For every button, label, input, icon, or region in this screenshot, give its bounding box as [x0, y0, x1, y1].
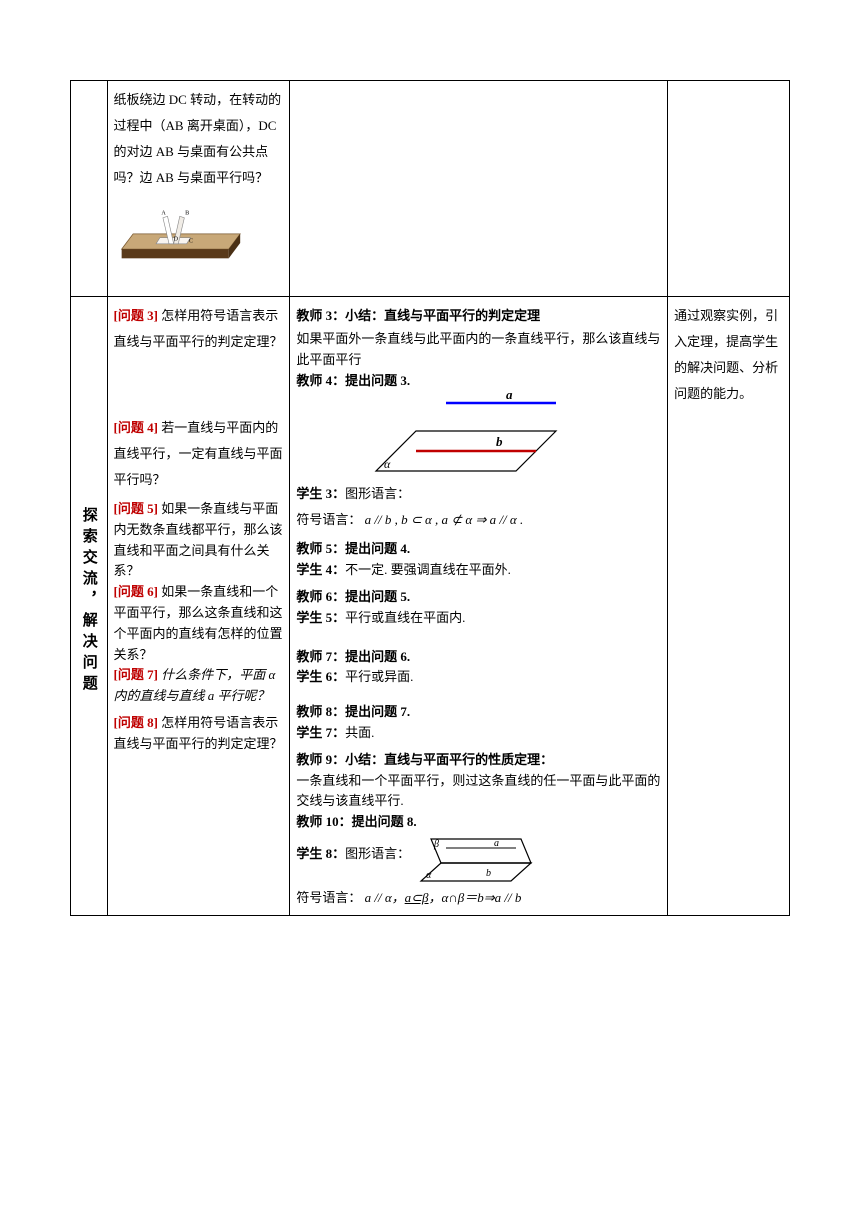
row2-mid-cell: 教师 3：小结：直线与平面平行的判定定理 如果平面外一条直线与此平面内的一条直线…	[290, 297, 668, 916]
q5: [问题 5] 如果一条直线与平面内无数条直线都平行，那么该直线和平面之间具有什么…	[114, 499, 284, 582]
teacher3: 教师 3：小结：直线与平面平行的判定定理	[296, 303, 661, 329]
s8-sym-label: 符号语言：	[296, 890, 361, 905]
diag1-alpha-label: α	[384, 457, 391, 471]
s4-pre: 学生 4：	[296, 562, 345, 577]
t8: 教师 8：提出问题 7.	[296, 702, 661, 723]
s8-text: 图形语言：	[345, 846, 410, 861]
s3-symline: 符号语言： a // b , b ⊂ α , a ⊄ α ⇒ a // α .	[296, 507, 661, 533]
diag2-beta-label: β	[433, 839, 439, 850]
s5-text: 平行或直线在平面内.	[345, 610, 465, 625]
lesson-table: 纸板绕边 DC 转动，在转动的过程中（AB 离开桌面），DC 的对边 AB 与桌…	[70, 80, 790, 916]
row1-text: 纸板绕边 DC 转动，在转动的过程中（AB 离开桌面），DC 的对边 AB 与桌…	[114, 87, 284, 191]
s8-sym: a // α，	[365, 890, 405, 905]
right-text: 通过观察实例，引入定理，提高学生的解决问题、分析问题的能力。	[674, 303, 783, 407]
s8-sym-u: a⊂β	[405, 890, 429, 905]
student4: 学生 4：不一定. 要强调直线在平面外.	[296, 560, 661, 581]
svg-text:C: C	[188, 238, 192, 244]
s4-text: 不一定. 要强调直线在平面外.	[345, 562, 511, 577]
t9-title: 直线与平面平行的性质定理：	[384, 752, 553, 767]
t7: 教师 7：提出问题 6.	[296, 647, 661, 668]
q4-label: [问题 4]	[114, 420, 158, 435]
t10: 教师 10：提出问题 8.	[296, 812, 661, 833]
row1-label-cell	[71, 81, 108, 297]
q6-label: [问题 6]	[114, 584, 158, 599]
q4: [问题 4] 若一直线与平面内的直线平行，一定有直线与平面平行吗？	[114, 415, 284, 493]
diag2-a-label: a	[494, 838, 499, 849]
svg-text:A: A	[161, 211, 166, 217]
s3-pre: 学生 3：	[296, 486, 345, 501]
s8-pre: 学生 8：	[296, 846, 345, 861]
diag2-alpha-label: α	[426, 870, 432, 881]
t3-title: 直线与平面平行的判定定理	[384, 308, 540, 323]
row1-right-cell	[668, 81, 790, 297]
row2-label-cell: 探索交流，解决问题	[71, 297, 108, 916]
q6: [问题 6] 如果一条直线和一个平面平行，那么这条直线和这个平面内的直线有怎样的…	[114, 582, 284, 665]
t9-pre: 教师 9：小结：	[296, 752, 384, 767]
s3-text: 图形语言：	[345, 486, 410, 501]
q8-label: [问题 8]	[114, 715, 158, 730]
row1-mid-cell	[290, 81, 668, 297]
s8-symline: 符号语言： a // α，a⊂β，α∩β＝b⇒a // b	[296, 888, 661, 909]
t4: 教师 4：提出问题 3.	[296, 371, 661, 392]
s7-pre: 学生 7：	[296, 725, 345, 740]
q3-label: [问题 3]	[114, 308, 158, 323]
student7: 学生 7：共面.	[296, 723, 661, 744]
table-row: 探索交流，解决问题 [问题 3] 怎样用符号语言表示直线与平面平行的判定定理？ …	[71, 297, 790, 916]
diag2-b-label: b	[486, 868, 491, 879]
two-plane-diagram: β a α b	[416, 833, 546, 888]
t9-body: 一条直线和一个平面平行，则过这条直线的任一平面与此平面的交线与该直线平行.	[296, 771, 661, 813]
q3: [问题 3] 怎样用符号语言表示直线与平面平行的判定定理？	[114, 303, 284, 355]
t5: 教师 5：提出问题 4.	[296, 539, 661, 560]
s6-text: 平行或异面.	[345, 669, 413, 684]
s6-pre: 学生 6：	[296, 669, 345, 684]
table-row: 纸板绕边 DC 转动，在转动的过程中（AB 离开桌面），DC 的对边 AB 与桌…	[71, 81, 790, 297]
s8-sym2: ，α∩β＝b⇒a // b	[429, 890, 522, 905]
diag1-b-label: b	[496, 434, 503, 449]
q8: [问题 8] 怎样用符号语言表示直线与平面平行的判定定理？	[114, 713, 284, 755]
row2-question-cell: [问题 3] 怎样用符号语言表示直线与平面平行的判定定理？ [问题 4] 若一直…	[107, 297, 290, 916]
row2-right-cell: 通过观察实例，引入定理，提高学生的解决问题、分析问题的能力。	[668, 297, 790, 916]
t6: 教师 6：提出问题 5.	[296, 587, 661, 608]
q7-label: [问题 7]	[114, 667, 158, 682]
desk-illustration: A D B C	[114, 199, 244, 284]
t3-body: 如果平面外一条直线与此平面内的一条直线平行，那么该直线与此平面平行	[296, 329, 661, 371]
teacher9: 教师 9：小结：直线与平面平行的性质定理：	[296, 750, 661, 771]
student6: 学生 6：平行或异面.	[296, 667, 661, 688]
s3-sym: a // b , b ⊂ α , a ⊄ α ⇒ a // α .	[365, 512, 524, 527]
s5-pre: 学生 5：	[296, 610, 345, 625]
plane-line-diagram: a b α	[356, 391, 576, 481]
s7-text: 共面.	[345, 725, 374, 740]
diag1-a-label: a	[506, 391, 513, 402]
student5: 学生 5：平行或直线在平面内.	[296, 608, 661, 629]
s8-row: 学生 8：图形语言： β a α b	[296, 833, 661, 888]
student8: 学生 8：图形语言：	[296, 841, 410, 867]
svg-text:B: B	[185, 211, 189, 217]
t3-pre: 教师 3：小结：	[296, 308, 384, 323]
q5-label: [问题 5]	[114, 501, 158, 516]
section-label: 探索交流，解决问题	[74, 507, 104, 696]
q7: [问题 7] 什么条件下，平面 α 内的直线与直线 a 平行呢？	[114, 665, 284, 707]
page: 纸板绕边 DC 转动，在转动的过程中（AB 离开桌面），DC 的对边 AB 与桌…	[0, 0, 860, 976]
student3: 学生 3：图形语言：	[296, 481, 661, 507]
svg-text:D: D	[173, 237, 178, 243]
s3-sym-label: 符号语言：	[296, 512, 361, 527]
row1-question-cell: 纸板绕边 DC 转动，在转动的过程中（AB 离开桌面），DC 的对边 AB 与桌…	[107, 81, 290, 297]
